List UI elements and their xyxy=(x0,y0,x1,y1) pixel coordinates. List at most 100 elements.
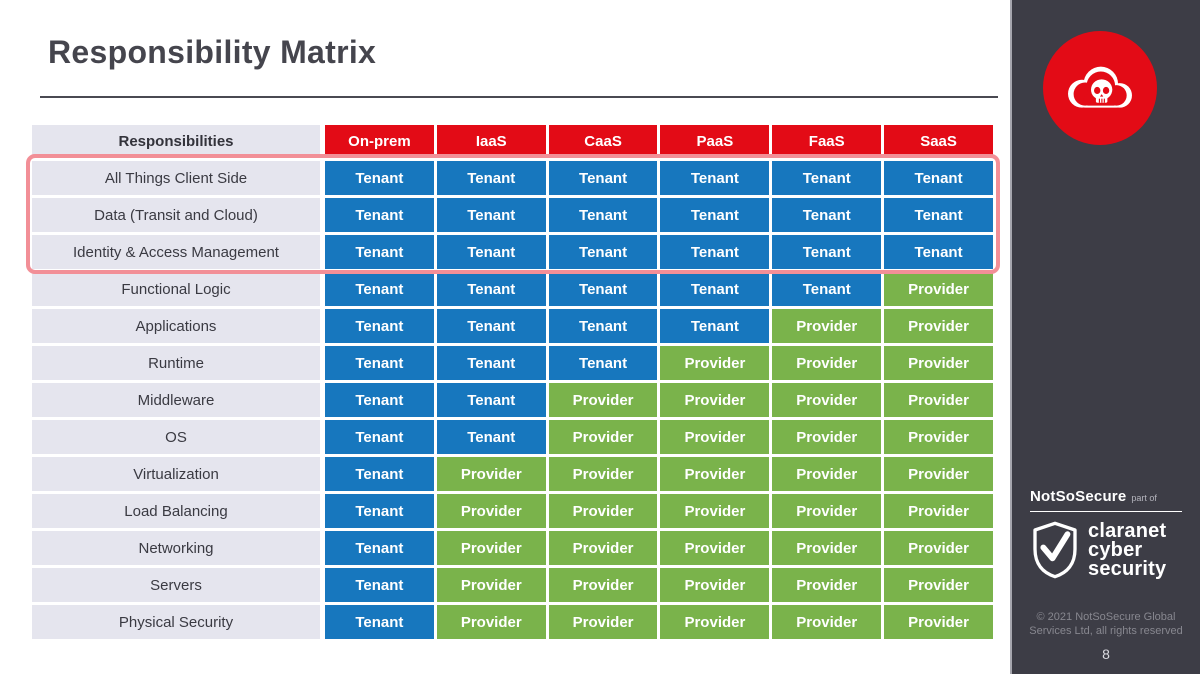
provider-cell: Provider xyxy=(548,531,658,565)
provider-cell: Provider xyxy=(884,346,993,380)
tenant-cell: Tenant xyxy=(325,568,434,602)
provider-cell: Provider xyxy=(884,309,993,343)
provider-cell: Provider xyxy=(772,457,882,491)
page-title: Responsibility Matrix xyxy=(48,34,377,70)
tenant-cell: Tenant xyxy=(436,161,546,195)
column-header: On-prem xyxy=(325,125,434,158)
table-row: Functional Logic Tenant Tenant Tenant Tenant… xyxy=(32,272,993,306)
provider-cell: Provider xyxy=(660,531,770,565)
tenant-cell: Tenant xyxy=(548,161,658,195)
provider-cell: Provider xyxy=(772,494,882,528)
responsibility-matrix-table: Responsibilities On-prem IaaS CaaS PaaS FaaS S… xyxy=(32,125,993,639)
claranet-wordmark: claranet cyber security xyxy=(1088,519,1167,580)
provider-cell: Provider xyxy=(772,531,882,565)
tenant-cell: Tenant xyxy=(436,346,546,380)
provider-cell: Provider xyxy=(436,457,546,491)
table-row: Identity & Access Management Tenant Tenant… xyxy=(32,235,993,269)
table-row: Runtime Tenant Tenant Tenant Provider Provide… xyxy=(32,346,993,380)
table-row: All Things Client Side Tenant Tenant Tenant… xyxy=(32,161,993,195)
provider-cell: Provider xyxy=(436,568,546,602)
provider-cell: Provider xyxy=(772,420,882,454)
table-header-row: Responsibilities On-prem IaaS CaaS PaaS FaaS S… xyxy=(32,125,993,158)
claranet-line-3: security xyxy=(1088,557,1167,580)
table-row: Virtualization Tenant Provider Provider Prov… xyxy=(32,457,993,491)
tenant-cell: Tenant xyxy=(436,272,546,306)
tenant-cell: Tenant xyxy=(436,309,546,343)
table-row: Middleware Tenant Tenant Provider Provider Pr… xyxy=(32,383,993,417)
brand-divider xyxy=(1030,511,1182,512)
sidebar: NotSoSecure part of claranet cyber securi… xyxy=(1010,0,1200,674)
tenant-cell: Tenant xyxy=(325,457,434,491)
row-label: Load Balancing xyxy=(32,494,320,528)
tenant-cell: Tenant xyxy=(325,161,434,195)
provider-cell: Provider xyxy=(436,531,546,565)
column-header: CaaS xyxy=(548,125,658,158)
column-header: SaaS xyxy=(884,125,993,158)
tenant-cell: Tenant xyxy=(436,420,546,454)
tenant-cell: Tenant xyxy=(660,309,770,343)
column-header: FaaS xyxy=(772,125,882,158)
claranet-logo: claranet cyber security xyxy=(1030,519,1182,581)
provider-cell: Provider xyxy=(436,605,546,639)
row-label: Networking xyxy=(32,531,320,565)
provider-cell: Provider xyxy=(772,346,882,380)
provider-cell: Provider xyxy=(660,383,770,417)
tenant-cell: Tenant xyxy=(660,161,770,195)
tenant-cell: Tenant xyxy=(325,494,434,528)
provider-cell: Provider xyxy=(884,420,993,454)
table-row: OS Tenant Tenant Provider Provider Provider Pr… xyxy=(32,420,993,454)
tenant-cell: Tenant xyxy=(772,198,882,232)
tenant-cell: Tenant xyxy=(772,272,882,306)
tenant-cell: Tenant xyxy=(325,309,434,343)
row-label: Applications xyxy=(32,309,320,343)
row-label: Virtualization xyxy=(32,457,320,491)
provider-cell: Provider xyxy=(884,272,993,306)
tenant-cell: Tenant xyxy=(548,272,658,306)
tenant-cell: Tenant xyxy=(325,383,434,417)
provider-cell: Provider xyxy=(884,383,993,417)
provider-cell: Provider xyxy=(772,568,882,602)
claranet-line-1: claranet xyxy=(1088,519,1167,542)
provider-cell: Provider xyxy=(548,568,658,602)
cloud-skull-logo xyxy=(1043,31,1157,145)
provider-cell: Provider xyxy=(884,605,993,639)
provider-cell: Provider xyxy=(660,420,770,454)
copyright-line-1: © 2021 NotSoSecure Global xyxy=(1036,611,1176,623)
row-label: Servers xyxy=(32,568,320,602)
part-of-label: part of xyxy=(1131,493,1157,503)
provider-cell: Provider xyxy=(772,309,882,343)
row-label: All Things Client Side xyxy=(32,161,320,195)
provider-cell: Provider xyxy=(772,383,882,417)
provider-cell: Provider xyxy=(884,531,993,565)
provider-cell: Provider xyxy=(884,568,993,602)
tenant-cell: Tenant xyxy=(548,235,658,269)
brand-block: NotSoSecure part of claranet cyber securi… xyxy=(1030,488,1182,581)
tenant-cell: Tenant xyxy=(548,198,658,232)
copyright-line-2: Services Ltd, all rights reserved xyxy=(1029,625,1183,637)
provider-cell: Provider xyxy=(884,457,993,491)
title-divider xyxy=(40,96,998,98)
tenant-cell: Tenant xyxy=(436,198,546,232)
tenant-cell: Tenant xyxy=(325,420,434,454)
tenant-cell: Tenant xyxy=(548,346,658,380)
table-row: Servers Tenant Provider Provider Provider Pro… xyxy=(32,568,993,602)
tenant-cell: Tenant xyxy=(325,235,434,269)
provider-cell: Provider xyxy=(660,457,770,491)
provider-cell: Provider xyxy=(660,494,770,528)
shield-check-icon xyxy=(1033,521,1077,579)
tenant-cell: Tenant xyxy=(660,272,770,306)
table-row: Data (Transit and Cloud) Tenant Tenant Tena… xyxy=(32,198,993,232)
tenant-cell: Tenant xyxy=(325,272,434,306)
row-label: Functional Logic xyxy=(32,272,320,306)
claranet-line-2: cyber xyxy=(1088,538,1143,561)
table-row: Physical Security Tenant Provider Provider P… xyxy=(32,605,993,639)
column-header: IaaS xyxy=(436,125,546,158)
main-content: Responsibility Matrix Responsibilities On… xyxy=(26,34,1000,639)
tenant-cell: Tenant xyxy=(884,161,993,195)
provider-cell: Provider xyxy=(548,420,658,454)
provider-cell: Provider xyxy=(660,346,770,380)
copyright-text: © 2021 NotSoSecure Global Services Ltd, … xyxy=(1020,610,1192,638)
tenant-cell: Tenant xyxy=(548,309,658,343)
tenant-cell: Tenant xyxy=(772,161,882,195)
tenant-cell: Tenant xyxy=(325,605,434,639)
